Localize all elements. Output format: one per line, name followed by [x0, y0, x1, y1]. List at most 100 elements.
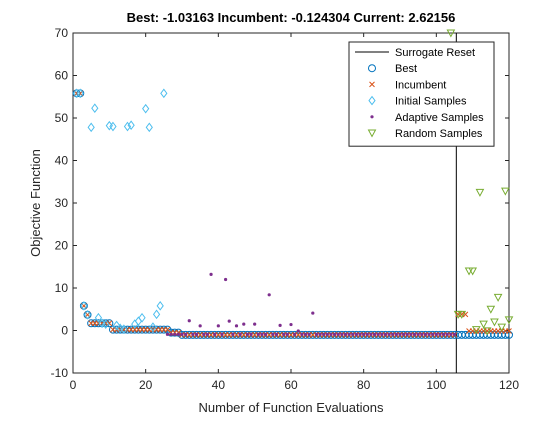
x-tick-label: 60: [284, 378, 298, 392]
legend-label: Surrogate Reset: [395, 47, 475, 59]
marker: [202, 332, 206, 336]
marker: [372, 332, 377, 336]
marker: [497, 323, 507, 332]
marker: [340, 332, 344, 336]
marker: [482, 327, 492, 336]
x-tick-label: 0: [70, 378, 77, 392]
marker: [180, 332, 184, 336]
marker: [376, 332, 380, 336]
marker: [504, 316, 514, 325]
marker: [416, 332, 420, 336]
marker: [501, 187, 510, 196]
marker: [94, 312, 103, 323]
marker: [238, 332, 242, 336]
marker: [123, 121, 132, 132]
marker: [234, 324, 239, 328]
marker: [303, 332, 308, 336]
y-tick-label: 70: [55, 26, 69, 40]
marker: [263, 332, 268, 336]
marker: [486, 305, 496, 314]
marker: [318, 332, 322, 336]
y-tick-label: -10: [51, 366, 69, 380]
x-tick-label: 80: [357, 378, 371, 392]
marker: [365, 332, 369, 336]
marker: [160, 88, 168, 99]
marker: [169, 332, 173, 336]
marker: [296, 329, 300, 333]
marker: [452, 332, 457, 336]
marker: [490, 318, 499, 327]
legend-label: Adaptive Samples: [395, 112, 484, 124]
marker: [307, 332, 311, 336]
x-tick-label: 40: [212, 378, 226, 392]
legend-label: Incumbent: [395, 79, 446, 91]
marker: [442, 332, 446, 336]
marker: [398, 332, 402, 336]
marker: [479, 320, 488, 329]
marker: [102, 319, 110, 329]
marker: [445, 332, 449, 336]
marker: [289, 322, 293, 327]
legend-label: Random Samples: [395, 128, 483, 140]
marker: [325, 332, 329, 336]
marker: [274, 332, 279, 336]
marker: [383, 332, 388, 336]
y-tick-label: 50: [55, 111, 69, 125]
legend: Surrogate Reset Best Incumbent Initial Samp…: [348, 41, 495, 147]
marker: [198, 324, 202, 328]
marker: [256, 332, 260, 336]
y-tick-label: 20: [55, 239, 69, 253]
marker: [138, 312, 146, 323]
marker: [267, 293, 271, 297]
y-axis-label: Objective Function: [28, 149, 43, 257]
marker: [165, 332, 170, 336]
x-tick-label: 100: [426, 378, 446, 392]
marker: [191, 332, 195, 336]
marker: [127, 120, 135, 131]
marker: [354, 332, 358, 336]
marker: [471, 326, 481, 335]
marker: [412, 332, 417, 336]
marker: [152, 309, 161, 320]
x-tick-label: 120: [499, 378, 519, 392]
marker: [343, 332, 348, 336]
marker: [362, 332, 366, 336]
marker: [367, 129, 377, 138]
marker: [402, 332, 406, 336]
marker: [142, 103, 150, 114]
marker: [213, 332, 217, 336]
marker: [112, 320, 121, 331]
marker: [336, 332, 340, 336]
marker: [368, 64, 376, 73]
marker: [216, 324, 220, 328]
marker: [423, 332, 428, 336]
y-tick-label: 10: [55, 281, 69, 295]
marker: [329, 332, 333, 336]
marker: [347, 332, 351, 336]
marker: [205, 332, 210, 336]
y-tick-label: 60: [55, 69, 69, 83]
chart-title: Best: -1.03163 Incumbent: -0.124304 Curr…: [127, 10, 456, 25]
marker: [282, 332, 286, 336]
marker: [314, 332, 319, 336]
marker: [278, 323, 282, 327]
marker: [245, 332, 249, 336]
marker: [434, 332, 438, 336]
marker: [80, 301, 88, 311]
marker: [462, 311, 469, 318]
marker: [438, 332, 442, 336]
marker: [506, 328, 512, 334]
marker: [358, 332, 362, 336]
marker: [351, 332, 355, 336]
legend-label: Initial Samples: [395, 96, 467, 108]
marker: [175, 329, 182, 336]
marker: [370, 115, 374, 119]
marker: [109, 121, 117, 132]
marker: [242, 322, 246, 326]
marker: [394, 332, 398, 336]
marker: [475, 188, 485, 197]
marker: [322, 332, 326, 336]
marker: [468, 267, 478, 276]
marker: [176, 332, 180, 336]
